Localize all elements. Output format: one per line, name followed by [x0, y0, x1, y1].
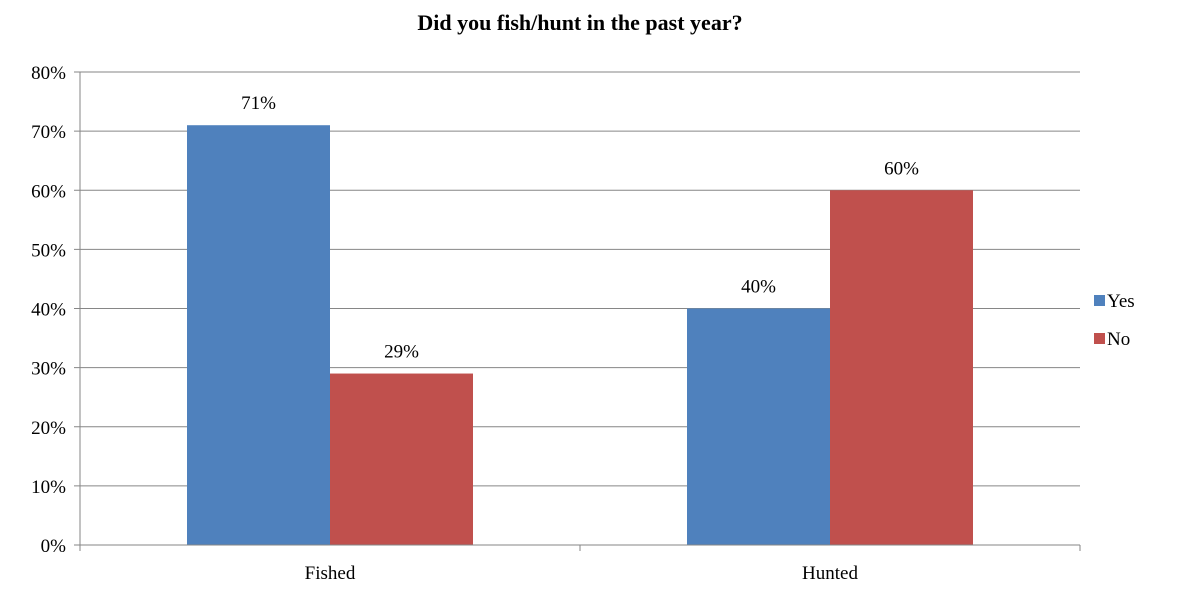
bars: [187, 125, 973, 546]
axes: 0% 10% 20% 30% 40% 50% 60% 70% 80% Fished Hunted: [31, 63, 1081, 584]
legend-label-no: No: [1107, 329, 1130, 350]
chart-title: Did you fish/hunt in the past year?: [417, 10, 742, 35]
y-tick-label: 30%: [31, 359, 66, 380]
y-tick-label: 40%: [31, 300, 66, 321]
x-tick-label: Hunted: [802, 563, 858, 584]
legend: Yes No: [1094, 291, 1135, 350]
y-tick-label: 80%: [31, 63, 66, 84]
y-tick-label: 0%: [41, 536, 67, 557]
legend-label-yes: Yes: [1107, 291, 1135, 312]
bar-yes-hunted: [687, 308, 830, 545]
bar-yes-fished: [187, 125, 330, 546]
legend-swatch-no: [1094, 333, 1105, 344]
y-tick-label: 60%: [31, 181, 66, 202]
y-tick-label: 50%: [31, 240, 66, 261]
data-label: 29%: [384, 342, 419, 363]
y-tick-label: 10%: [31, 477, 66, 498]
bar-no-fished: [330, 373, 473, 545]
data-label: 60%: [884, 158, 919, 179]
y-tick-label: 70%: [31, 122, 66, 143]
data-label: 71%: [241, 93, 276, 114]
bar-no-hunted: [830, 190, 973, 545]
x-tick-label: Fished: [305, 563, 356, 584]
data-label: 40%: [741, 277, 776, 298]
y-tick-label: 20%: [31, 418, 66, 439]
legend-swatch-yes: [1094, 295, 1105, 306]
data-labels: 71% 29% 40% 60%: [241, 93, 919, 362]
